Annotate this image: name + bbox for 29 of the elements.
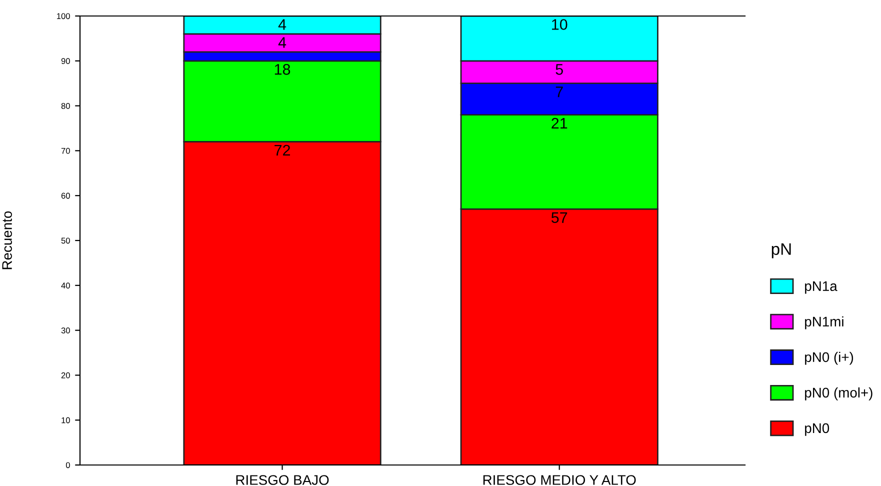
data-label: 7 xyxy=(556,86,563,98)
legend-label: pN0 xyxy=(805,423,830,436)
x-tick-label: RIESGO MEDIO Y ALTO xyxy=(483,475,636,485)
y-tick-label: 100 xyxy=(57,13,70,20)
legend-label: pN1a xyxy=(805,281,838,294)
x-tick-label: RIESGO BAJO xyxy=(236,475,329,485)
data-label: 10 xyxy=(552,19,568,30)
y-tick-label: 40 xyxy=(61,282,70,288)
y-tick-label: 10 xyxy=(62,417,70,424)
y-tick-label: 60 xyxy=(61,192,70,199)
legend-label: pN1mi xyxy=(805,316,844,330)
y-tick-label: 20 xyxy=(61,372,70,378)
data-label: 4 xyxy=(278,19,286,30)
data-label: 72 xyxy=(274,144,290,156)
data-label: 5 xyxy=(556,64,563,75)
data-label: 4 xyxy=(278,37,286,48)
y-tick-label: 90 xyxy=(61,58,70,64)
y-axis-title: Recuento xyxy=(2,211,12,270)
data-label: 57 xyxy=(551,212,568,223)
legend-label: pN0 (i+) xyxy=(805,352,854,365)
legend-title: pN xyxy=(772,243,791,258)
y-tick-label: 0 xyxy=(66,462,70,468)
y-tick-label: 80 xyxy=(61,103,70,109)
data-label: 21 xyxy=(552,118,568,129)
y-tick-label: 30 xyxy=(61,328,70,334)
data-label: 18 xyxy=(274,64,290,75)
y-tick-label: 50 xyxy=(61,238,70,244)
legend-label: pN0 (mol+) xyxy=(805,387,872,400)
y-tick-label: 70 xyxy=(61,148,70,154)
